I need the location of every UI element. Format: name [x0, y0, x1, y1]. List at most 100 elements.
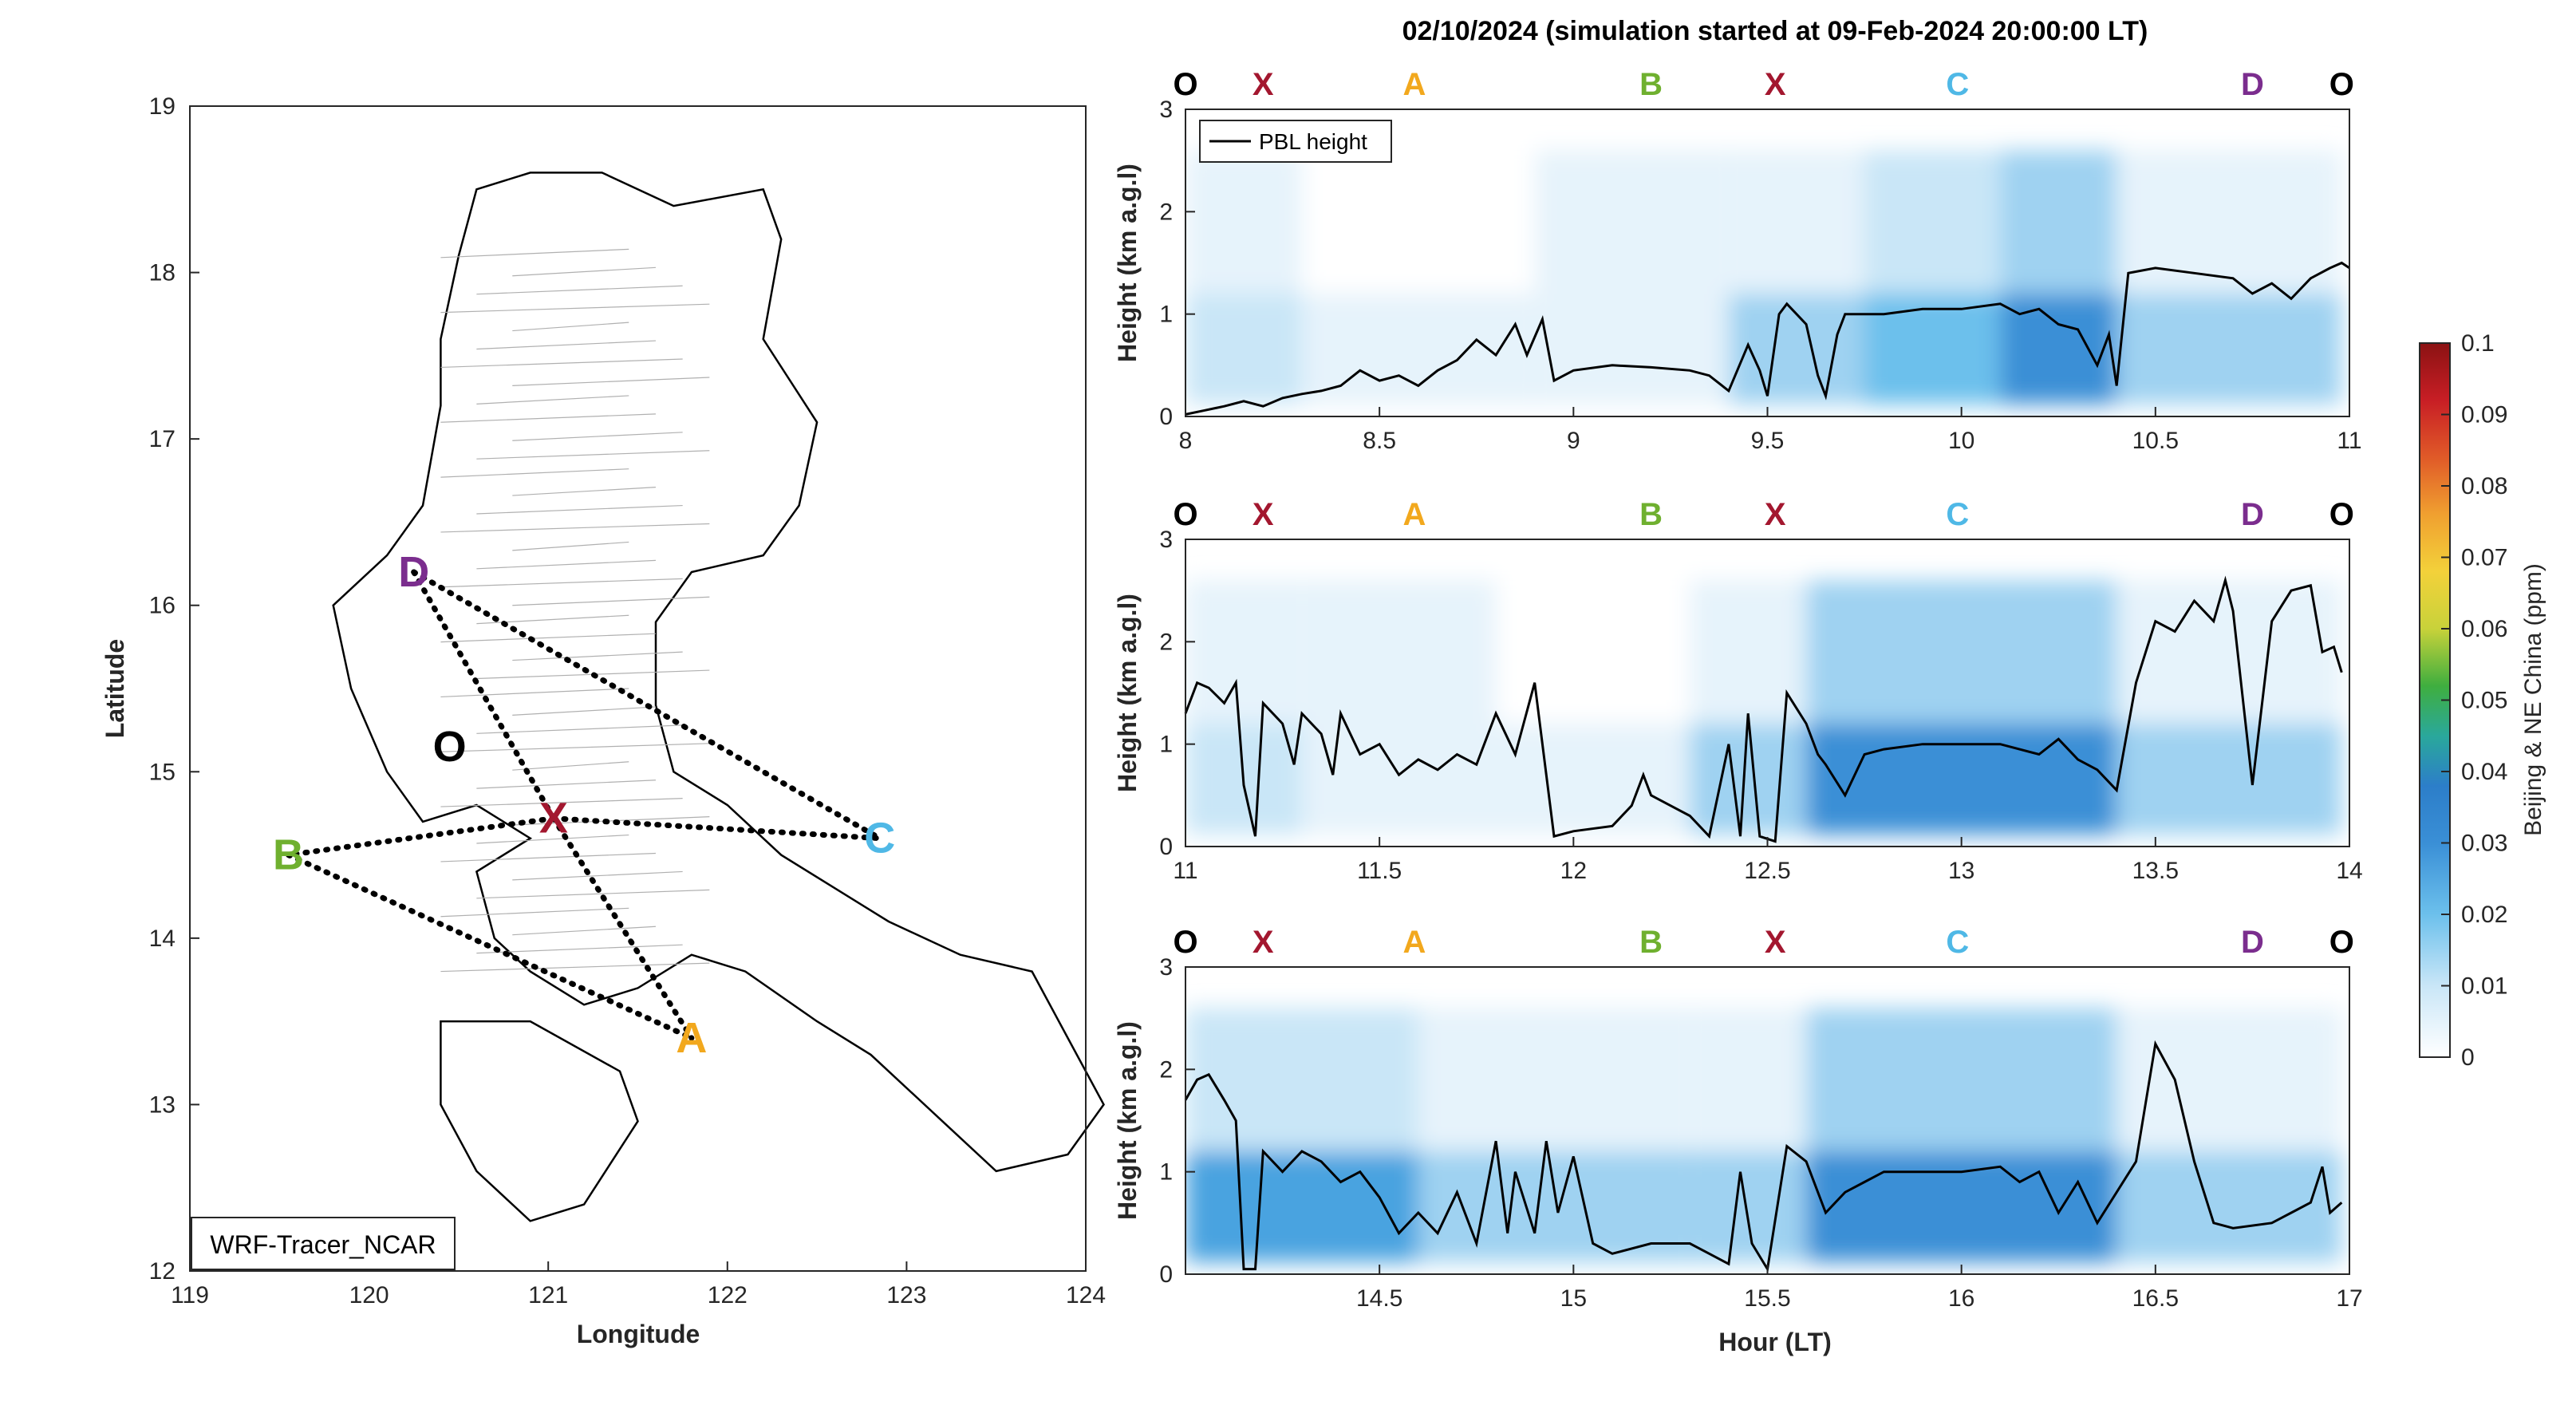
concentration-blur	[1185, 1008, 2342, 1262]
y-tick-label: 2	[1159, 1056, 1173, 1083]
route-marker-a: A	[1402, 497, 1426, 532]
x-tick-label: 12	[1560, 858, 1587, 884]
map-x-tick-label: 120	[349, 1282, 389, 1308]
concentration-blur	[1185, 580, 2342, 835]
admin-boundary	[440, 578, 683, 588]
admin-boundary	[512, 870, 683, 881]
admin-boundary	[512, 706, 656, 716]
concentration-band-upper	[1418, 1008, 1690, 1151]
map-y-tick-label: 12	[149, 1258, 176, 1285]
admin-boundary	[476, 285, 683, 295]
admin-boundary	[440, 688, 629, 698]
route-line-D-C	[411, 569, 883, 842]
colorbar-tick-label: 0.08	[2461, 473, 2507, 499]
route-marker-x: X	[1252, 925, 1274, 960]
map-y-tick-label: 17	[149, 426, 176, 452]
concentration-band	[1806, 1151, 2117, 1262]
admin-boundary	[476, 944, 683, 954]
map-y-label: Latitude	[101, 639, 129, 738]
concentration-band	[1185, 1151, 1418, 1262]
map-y-tick-label: 15	[149, 759, 176, 785]
y-tick-label: 0	[1159, 1261, 1173, 1288]
concentration-band-upper	[2000, 150, 2117, 294]
y-tick-label: 3	[1159, 527, 1173, 553]
map-x-tick-label: 124	[1066, 1282, 1106, 1308]
colorbar-tick-label: 0.01	[2461, 973, 2507, 1000]
admin-boundary	[440, 907, 629, 918]
concentration-band	[1728, 294, 1865, 405]
route-marker-o: O	[1173, 497, 1197, 532]
route-marker-b: B	[1639, 925, 1663, 960]
map-point-c: C	[864, 815, 895, 862]
admin-boundary	[440, 743, 710, 752]
concentration-band-upper	[1690, 580, 1807, 724]
admin-boundary	[440, 523, 710, 533]
concentration-band-upper	[1185, 580, 1302, 724]
route-line-X-B	[286, 815, 557, 858]
route-line-X-C	[550, 815, 883, 842]
admin-boundary	[440, 303, 710, 314]
route-marker-x: X	[1252, 497, 1274, 532]
admin-boundary	[476, 504, 683, 515]
map-point-o: O	[433, 723, 467, 771]
model-label: WRF-Tracer_NCAR	[210, 1230, 436, 1259]
x-tick-label: 15	[1560, 1285, 1587, 1312]
x-tick-label: 8.5	[1363, 428, 1396, 454]
colorbar-tick-label: 0.07	[2461, 545, 2507, 571]
admin-boundary	[440, 358, 683, 369]
mindoro-outline	[440, 1020, 639, 1222]
x-tick-label: 13	[1948, 858, 1974, 884]
y-tick-label: 0	[1159, 404, 1173, 430]
concentration-band-upper	[1690, 1008, 1807, 1151]
x-tick-label: 9	[1567, 428, 1580, 454]
x-tick-label: 17	[2336, 1285, 2362, 1312]
admin-boundary	[440, 798, 683, 807]
y-tick-label: 1	[1159, 302, 1173, 328]
route-point-labels: D O X C B A	[273, 548, 895, 1062]
route-marker-b: B	[1639, 497, 1663, 532]
concentration-band	[1301, 724, 1497, 835]
admin-boundary	[512, 266, 656, 277]
concentration-band-upper	[1496, 580, 1690, 724]
concentration-band-upper	[1301, 580, 1497, 724]
concentration-band	[1185, 294, 1302, 405]
x-tick-label: 11	[2337, 428, 2361, 454]
x-tick-label: 16.5	[2132, 1285, 2179, 1312]
concentration-band	[1418, 1151, 1690, 1262]
x-tick-label: 10	[1948, 428, 1974, 454]
colorbar-tick-label: 0.09	[2461, 402, 2507, 428]
map-point-a: A	[676, 1014, 707, 1062]
map-y-ticks: 12 13 14 15 16 17 18 19	[149, 93, 199, 1285]
x-tick-label: 15.5	[1744, 1285, 1790, 1312]
y-tick-label: 0	[1159, 834, 1173, 860]
admin-boundary	[512, 541, 629, 551]
concentration-band-upper	[1806, 1008, 2117, 1151]
map-point-d: D	[398, 548, 429, 596]
concentration-band	[1496, 724, 1690, 835]
route-line-X-A	[550, 815, 695, 1041]
concentration-band-upper	[1728, 150, 1865, 294]
x-tick-label: 9.5	[1751, 428, 1785, 454]
concentration-band	[1690, 724, 1807, 835]
y-tick-label: 1	[1159, 1159, 1173, 1186]
route-marker-o: O	[1173, 925, 1197, 960]
flight-route-lines	[286, 569, 883, 1041]
hour-x-label: Hour (LT)	[1718, 1328, 1832, 1356]
x-tick-label: 11	[1173, 858, 1197, 884]
admin-boundary	[476, 780, 656, 789]
concentration-band	[1806, 724, 2117, 835]
admin-boundary	[512, 322, 629, 332]
map-x-tick-label: 121	[528, 1282, 568, 1308]
map-y-tick-label: 16	[149, 593, 176, 619]
colorbar-tick-label: 0.04	[2461, 759, 2507, 785]
concentration-band-upper	[2116, 580, 2342, 724]
concentration-band	[2116, 1151, 2342, 1262]
curtain-panel-3: 14.5 15 15.5 16 16.5 17 0 1 2 3 Height (km a.g.l) O…	[1113, 925, 2363, 1312]
model-label-box	[191, 1217, 456, 1270]
concentration-band-upper	[1185, 150, 1302, 294]
map-x-tick-label: 123	[886, 1282, 926, 1308]
concentration-band-upper	[2116, 1008, 2342, 1151]
concentration-band	[1534, 294, 1729, 405]
admin-boundary	[476, 724, 683, 734]
